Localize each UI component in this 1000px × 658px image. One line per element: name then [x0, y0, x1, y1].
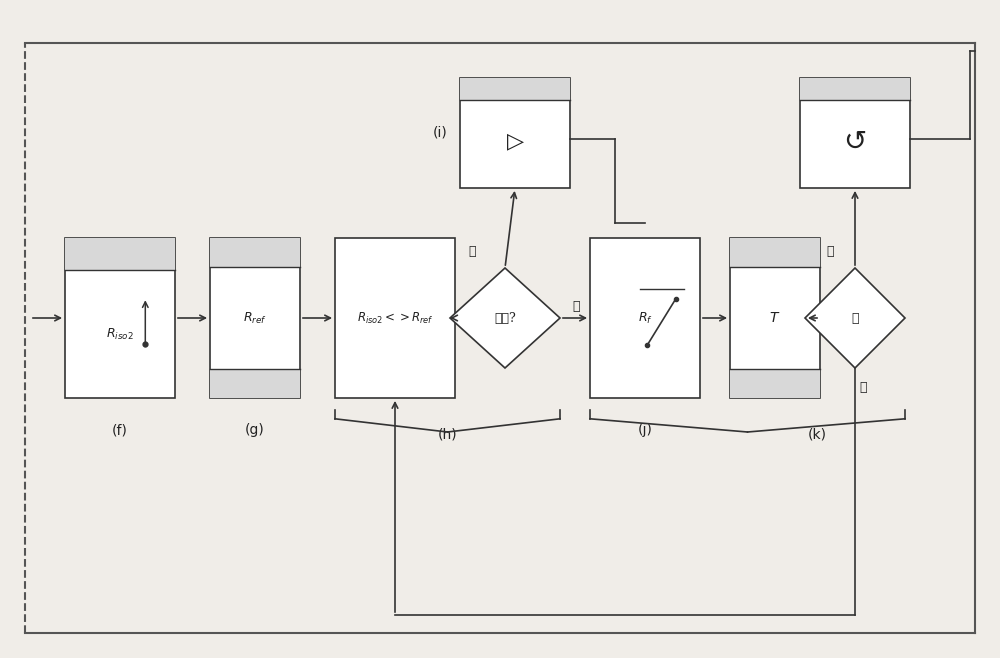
Text: (f): (f): [112, 423, 128, 437]
Bar: [65, 238, 175, 270]
Text: 是: 是: [572, 299, 580, 313]
Bar: [335, 238, 455, 398]
Text: (g): (g): [245, 423, 265, 437]
Text: 否: 否: [859, 381, 867, 394]
Text: 是否?: 是否?: [494, 311, 516, 324]
Text: (i): (i): [433, 126, 447, 140]
Bar: [210, 238, 300, 398]
Text: $R_{iso2}<>R_{ref}$: $R_{iso2}<>R_{ref}$: [357, 311, 433, 326]
Text: 是: 是: [826, 245, 834, 258]
Text: $T$: $T$: [769, 311, 781, 325]
Text: $R_{iso2}$: $R_{iso2}$: [106, 326, 134, 342]
Text: $R_f$: $R_f$: [638, 311, 652, 326]
Bar: [800, 78, 910, 188]
Text: (h): (h): [438, 428, 457, 442]
Bar: [460, 78, 570, 100]
Bar: [210, 369, 300, 398]
Text: $R_{ref}$: $R_{ref}$: [243, 311, 267, 326]
Bar: [730, 238, 820, 398]
Bar: [460, 78, 570, 188]
Text: ↺: ↺: [843, 128, 867, 156]
Text: 否: 否: [468, 245, 476, 258]
Text: (j): (j): [638, 423, 652, 437]
Bar: [590, 238, 700, 398]
Polygon shape: [805, 268, 905, 368]
Text: ②: ②: [851, 311, 859, 324]
Bar: [730, 238, 820, 266]
Text: (k): (k): [808, 428, 827, 442]
Bar: [730, 369, 820, 398]
Bar: [210, 238, 300, 266]
Text: $\triangleright$: $\triangleright$: [506, 131, 524, 153]
Polygon shape: [450, 268, 560, 368]
Bar: [65, 238, 175, 398]
Bar: [800, 78, 910, 100]
